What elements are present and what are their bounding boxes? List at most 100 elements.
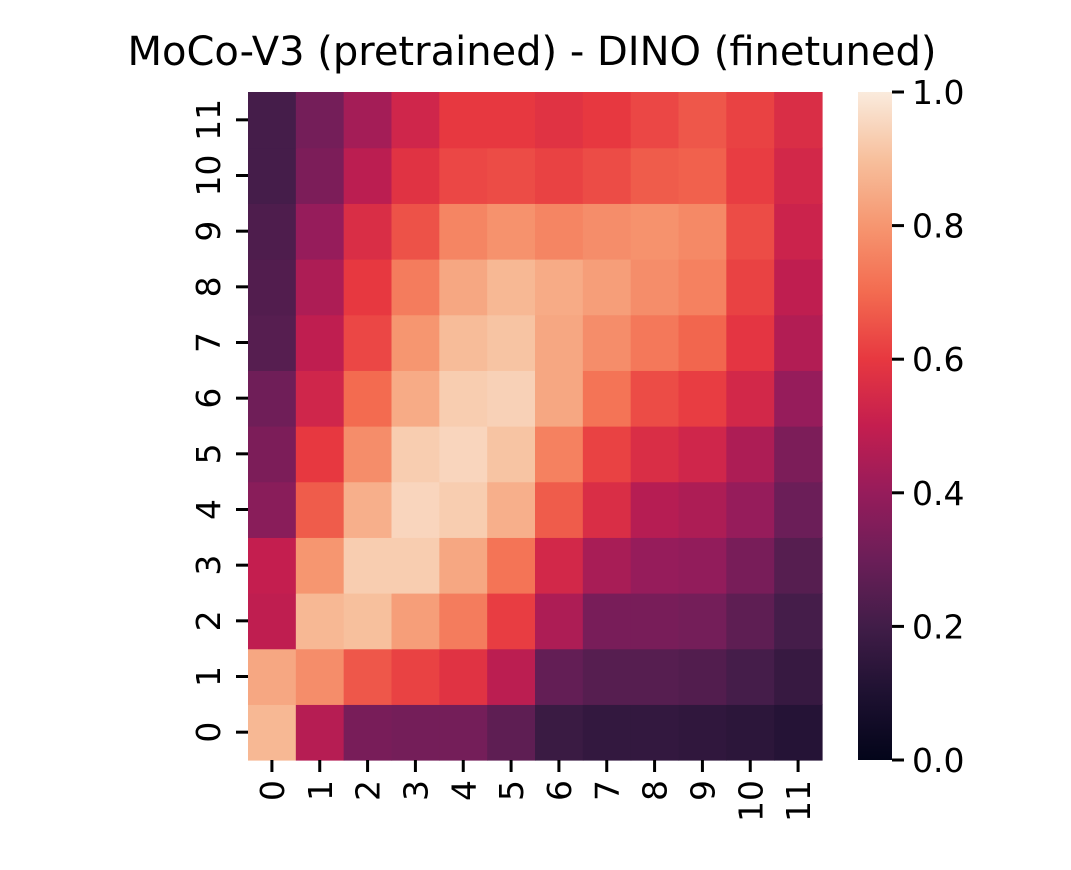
heatmap-cell bbox=[343, 92, 393, 149]
x-tick-label: 0 bbox=[253, 780, 292, 801]
heatmap-cell bbox=[535, 92, 584, 149]
heatmap-cell bbox=[343, 259, 393, 316]
heatmap-cell bbox=[678, 259, 727, 316]
heatmap-cell bbox=[726, 537, 775, 594]
y-tick-label: 0 bbox=[189, 722, 228, 743]
x-axis: 0 1 2 3 4 5 6 7 8 9 10 11 bbox=[253, 760, 818, 822]
x-tick-label: 9 bbox=[683, 780, 722, 801]
heatmap-cell bbox=[774, 314, 823, 371]
heatmap-cell bbox=[248, 314, 297, 371]
heatmap-cell bbox=[678, 92, 727, 149]
y-tick-label: 11 bbox=[189, 99, 228, 141]
heatmap-cell bbox=[535, 314, 584, 371]
heatmap-cell bbox=[439, 648, 488, 705]
heatmap-cell bbox=[439, 537, 488, 594]
heatmap-cell bbox=[439, 370, 488, 427]
colorbar-tick-label: 0.6 bbox=[912, 340, 964, 379]
x-tick-label: 11 bbox=[779, 780, 818, 822]
heatmap-cell bbox=[535, 537, 584, 594]
x-tick-label: 6 bbox=[540, 780, 579, 801]
heatmap-cell bbox=[487, 537, 536, 594]
heatmap-cell bbox=[487, 314, 536, 371]
heatmap-cell bbox=[678, 147, 727, 204]
heatmap-cell bbox=[343, 704, 393, 761]
y-tick-label: 8 bbox=[189, 276, 228, 297]
heatmap-cell bbox=[343, 203, 393, 260]
colorbar-tick-label: 1.0 bbox=[912, 73, 964, 112]
heatmap-cell bbox=[295, 648, 345, 705]
y-tick-label: 4 bbox=[189, 499, 228, 520]
heatmap-cell bbox=[343, 426, 393, 483]
heatmap-cell bbox=[582, 648, 632, 705]
heatmap-cell bbox=[726, 481, 775, 538]
heatmap-cell bbox=[535, 481, 584, 538]
heatmap-cell bbox=[439, 259, 488, 316]
heatmap-cell bbox=[295, 92, 345, 149]
heatmap-cell bbox=[343, 648, 393, 705]
heatmap-cell bbox=[726, 259, 775, 316]
heatmap-cells bbox=[248, 92, 823, 761]
heatmap-cell bbox=[248, 259, 297, 316]
heatmap-cell bbox=[582, 481, 632, 538]
y-tick-label: 9 bbox=[189, 221, 228, 242]
heatmap-cell bbox=[439, 314, 488, 371]
heatmap-cell bbox=[774, 147, 823, 204]
heatmap-cell bbox=[535, 370, 584, 427]
heatmap-cell bbox=[295, 370, 345, 427]
y-tick-label: 7 bbox=[189, 332, 228, 353]
heatmap-cell bbox=[582, 704, 632, 761]
heatmap-cell bbox=[726, 593, 775, 650]
heatmap-cell bbox=[295, 537, 345, 594]
heatmap-cell bbox=[630, 92, 680, 149]
heatmap-cell bbox=[439, 92, 488, 149]
heatmap-cell bbox=[487, 481, 536, 538]
heatmap-cell bbox=[630, 147, 680, 204]
heatmap-cell bbox=[726, 92, 775, 149]
heatmap-cell bbox=[295, 147, 345, 204]
heatmap-cell bbox=[295, 593, 345, 650]
heatmap-cell bbox=[391, 370, 440, 427]
heatmap-cell bbox=[295, 259, 345, 316]
heatmap-cell bbox=[582, 259, 632, 316]
colorbar-gradient bbox=[858, 92, 892, 760]
x-tick-label: 2 bbox=[349, 780, 388, 801]
x-tick-label: 10 bbox=[731, 780, 770, 822]
heatmap-cell bbox=[774, 537, 823, 594]
x-tick-label: 5 bbox=[492, 780, 531, 801]
heatmap-cell bbox=[248, 648, 297, 705]
colorbar bbox=[858, 92, 892, 760]
heatmap-cell bbox=[248, 481, 297, 538]
heatmap-cell bbox=[439, 593, 488, 650]
x-tick-label: 3 bbox=[396, 780, 435, 801]
heatmap-cell bbox=[630, 259, 680, 316]
heatmap-cell bbox=[678, 203, 727, 260]
heatmap-cell bbox=[343, 537, 393, 594]
heatmap-cell bbox=[487, 593, 536, 650]
heatmap-cell bbox=[774, 426, 823, 483]
x-tick-label: 8 bbox=[636, 780, 675, 801]
colorbar-axis: 0.0 0.2 0.4 0.6 0.8 1.0 bbox=[892, 73, 964, 780]
heatmap-cell bbox=[774, 648, 823, 705]
heatmap-cell bbox=[678, 314, 727, 371]
heatmap-cell bbox=[439, 147, 488, 204]
heatmap-cell bbox=[630, 314, 680, 371]
heatmap-cell bbox=[630, 203, 680, 260]
heatmap-cell bbox=[678, 370, 727, 427]
heatmap-cell bbox=[678, 426, 727, 483]
heatmap-cell bbox=[248, 704, 297, 761]
heatmap-cell bbox=[726, 370, 775, 427]
heatmap-cell bbox=[295, 203, 345, 260]
heatmap-cell bbox=[343, 314, 393, 371]
heatmap-cell bbox=[630, 370, 680, 427]
heatmap-cell bbox=[391, 259, 440, 316]
heatmap-cell bbox=[439, 481, 488, 538]
heatmap-cell bbox=[774, 481, 823, 538]
heatmap-cell bbox=[774, 704, 823, 761]
heatmap-cell bbox=[487, 426, 536, 483]
heatmap-cell bbox=[678, 537, 727, 594]
heatmap-cell bbox=[391, 704, 440, 761]
heatmap-cell bbox=[535, 648, 584, 705]
heatmap-cell bbox=[726, 704, 775, 761]
heatmap-cell bbox=[582, 426, 632, 483]
heatmap-cell bbox=[726, 203, 775, 260]
